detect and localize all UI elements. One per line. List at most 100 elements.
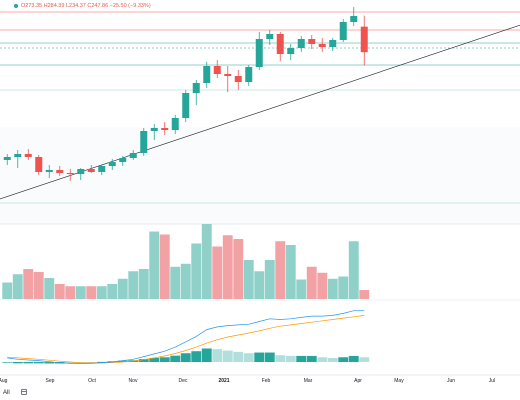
time-axis-label: Sep [46,378,55,384]
candle[interactable] [350,7,358,26]
candle[interactable] [329,38,337,51]
volume-bar [201,224,212,299]
candle-body [360,26,368,53]
candle-body [108,162,116,166]
volume-bar [348,241,359,299]
candle[interactable] [308,35,316,49]
time-axis-label: Oct [88,378,96,384]
candle-body [255,39,263,67]
volume-bar [191,243,202,299]
time-axis-label: Mar [304,378,313,384]
macd-histogram-bar [96,361,107,363]
volume-bar [285,245,296,299]
candle[interactable] [66,169,74,181]
candle[interactable] [14,150,22,168]
candle[interactable] [203,62,211,88]
candle[interactable] [35,155,43,175]
candle-body [119,158,127,162]
candle[interactable] [77,168,85,180]
volume-bar [296,279,307,299]
volume-bar [159,234,170,299]
candle[interactable] [234,70,242,90]
candle[interactable] [140,128,148,156]
candle[interactable] [276,32,284,61]
candle[interactable] [87,165,95,173]
candle-body [140,131,148,153]
candle[interactable] [245,65,253,86]
candle[interactable] [161,122,169,135]
volume-bar [264,260,275,299]
candle[interactable] [129,150,137,160]
macd-histogram-bar [264,352,275,362]
candle[interactable] [150,124,158,140]
candle-body [171,118,179,130]
candle-body [77,169,85,174]
candle[interactable] [192,80,200,105]
macd-histogram-bar [348,355,359,362]
candle[interactable] [108,159,116,170]
candle[interactable] [255,32,263,70]
candle-body [150,128,158,131]
macd-histogram-bar [117,360,128,362]
calendar-icon[interactable] [21,389,27,395]
candle-body [287,48,295,54]
candle[interactable] [119,156,127,166]
macd-histogram-bar [159,357,170,362]
candle[interactable] [266,30,274,45]
candle[interactable] [360,15,368,66]
volume-bar [12,274,23,299]
range-all-button[interactable]: All [3,390,10,396]
volume-bar [33,272,44,299]
volume-bar [107,284,118,299]
time-axis-label: Aug [0,378,8,384]
candle[interactable] [224,66,232,92]
time-axis-label: Apr [354,378,362,384]
highlight-band [0,127,520,224]
candle[interactable] [182,90,190,122]
candle[interactable] [171,115,179,134]
macd-histogram-bar [317,357,328,362]
time-axis-label: Jun [447,378,455,384]
time-axis-label: Jul [489,378,495,384]
candle-body [308,39,316,44]
volume-bar [96,286,107,299]
macd-histogram-bar [12,362,23,364]
volume-bar [275,241,286,299]
macd-histogram-bar [44,362,55,364]
volume-bar [170,266,181,299]
candle[interactable] [24,149,32,160]
volume-bar [2,282,13,299]
candle-body [329,40,337,47]
volume-bar [317,272,328,299]
candle[interactable] [98,165,106,175]
candle[interactable] [287,44,295,60]
candle[interactable] [213,60,221,78]
macd-signal-line [7,315,365,364]
candle-body [3,157,11,160]
volume-bar [254,271,265,299]
volume-bar [44,278,55,299]
macd-histogram-bar [33,362,44,364]
candle[interactable] [3,154,11,165]
macd-histogram-bar [138,359,149,362]
candle[interactable] [339,19,347,42]
volume-bar [243,260,254,299]
trendline[interactable] [0,0,520,200]
macd-histogram-bar [222,350,233,362]
candle-body [35,157,43,172]
candle[interactable] [318,38,326,52]
candle[interactable] [297,36,305,52]
volume-bar [222,235,233,299]
candle[interactable] [45,165,53,178]
volume-bar [233,239,244,299]
candle-body [24,154,32,157]
volume-bar [117,278,128,299]
candle-body [14,154,22,157]
macd-histogram-bar [191,351,202,362]
volume-bar [54,284,65,299]
candle-body [66,173,74,174]
macd-histogram-bar [86,362,97,363]
candle[interactable] [56,166,64,176]
candle-body [182,93,190,118]
